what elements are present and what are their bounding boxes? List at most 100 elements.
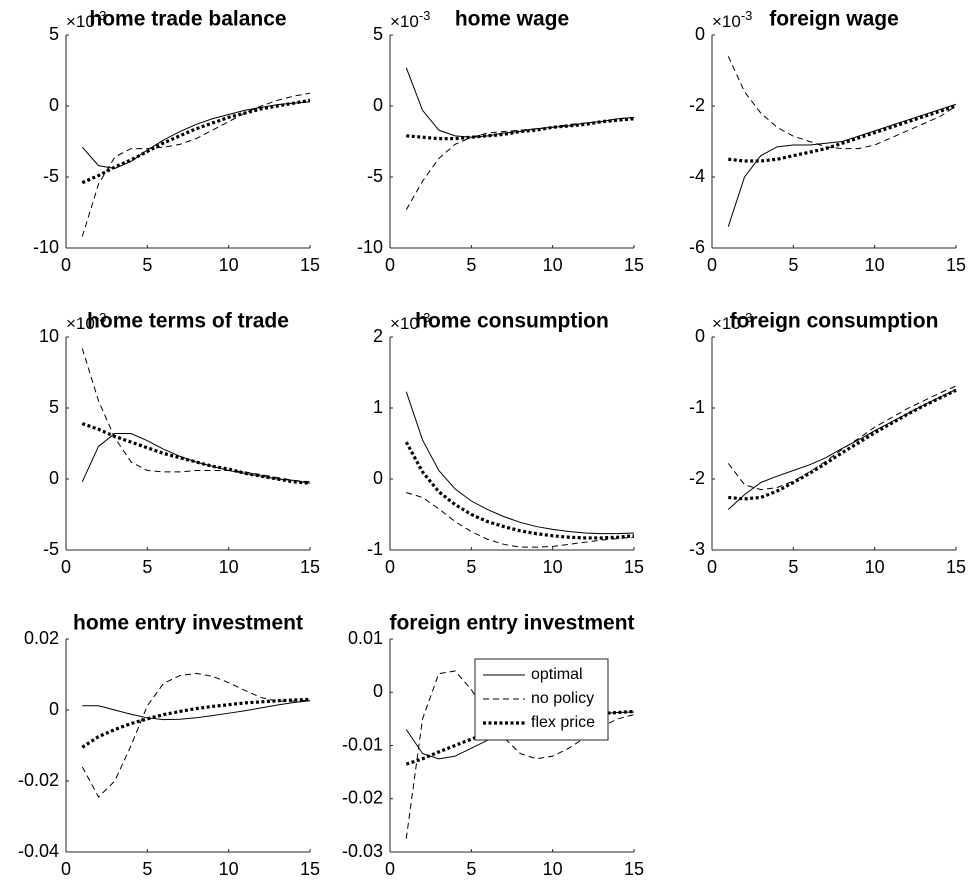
x-tick-label: 10: [865, 255, 885, 275]
x-tick-label: 5: [466, 557, 476, 577]
y-tick-label: -0.04: [18, 841, 59, 861]
x-tick-label: 15: [624, 859, 644, 879]
x-tick-label: 15: [624, 255, 644, 275]
y-tick-label: -0.01: [342, 734, 383, 754]
multiplier-exponent: -3: [419, 8, 431, 23]
x-tick-label: 5: [788, 557, 798, 577]
x-tick-label: 15: [624, 557, 644, 577]
y-tick-label: -2: [689, 468, 705, 488]
multiplier-base: ×10: [390, 314, 419, 333]
y-tick-label: -1: [367, 539, 383, 559]
y-tick-label: 0: [373, 95, 383, 115]
x-tick-label: 0: [61, 557, 71, 577]
series-line: [81, 422, 311, 485]
series-line: [727, 56, 957, 150]
series-line: [81, 101, 311, 169]
y-tick-label: 0: [373, 468, 383, 488]
y-tick-label: -10: [33, 237, 59, 257]
subplot-title: foreign wage: [769, 8, 899, 31]
y-tick-label: 0: [695, 24, 705, 44]
series-line: [727, 385, 957, 491]
multiplier-base: ×10: [712, 12, 741, 31]
y-tick-label: -6: [689, 237, 705, 257]
y-tick-label: -3: [689, 539, 705, 559]
axis-multiplier: ×10-3: [712, 8, 752, 31]
y-tick-label: 0: [695, 326, 705, 346]
y-tick-label: 0: [49, 699, 59, 719]
subplot-title: home terms of trade: [87, 310, 289, 333]
y-tick-label: -4: [689, 166, 705, 186]
x-tick-label: 10: [543, 255, 563, 275]
x-tick-label: 10: [865, 557, 885, 577]
subplot-title: foreign consumption: [730, 310, 939, 333]
x-tick-label: 5: [142, 557, 152, 577]
subplot: 0 5 10 15 -0.04 -0.02 0 0.02 home entry investme…: [18, 612, 320, 879]
y-tick-label: 0.02: [24, 628, 59, 648]
legend-label: flex price: [531, 714, 595, 731]
axis-multiplier: ×10-3: [390, 8, 430, 31]
subplot-title: home wage: [455, 8, 569, 31]
y-tick-label: -10: [357, 237, 383, 257]
multiplier-base: ×10: [66, 314, 95, 333]
series-line: [81, 672, 311, 798]
y-tick-label: -1: [689, 397, 705, 417]
series-line: [727, 389, 957, 510]
x-tick-label: 5: [466, 255, 476, 275]
y-tick-label: 0: [373, 681, 383, 701]
x-tick-label: 0: [385, 255, 395, 275]
y-tick-label: 5: [49, 397, 59, 417]
x-tick-label: 0: [385, 859, 395, 879]
subplot-title: foreign entry investment: [389, 612, 634, 635]
subplot-title: home entry investment: [73, 612, 303, 635]
series-line: [406, 117, 635, 141]
multiplier-base: ×10: [390, 12, 419, 31]
x-tick-label: 10: [543, 557, 563, 577]
legend-label: no policy: [531, 690, 594, 707]
multiplier-exponent: -3: [95, 8, 107, 23]
x-tick-label: 10: [219, 557, 239, 577]
subplot: 0 5 10 15 -0.03 -0.02 -0.01 0 0.01 foreign entry …: [342, 612, 644, 879]
series-line: [405, 391, 635, 535]
series-line: [81, 348, 311, 483]
x-tick-label: 10: [219, 255, 239, 275]
subplot: 0 5 10 15 -6 -4 -2 0 ×10-3 foreign wage: [689, 8, 966, 275]
x-tick-label: 0: [707, 255, 717, 275]
series-line: [81, 433, 311, 484]
x-tick-label: 15: [946, 255, 966, 275]
x-tick-label: 5: [788, 255, 798, 275]
y-tick-label: 5: [373, 24, 383, 44]
x-tick-label: 5: [142, 859, 152, 879]
series-line: [405, 709, 635, 766]
x-tick-label: 0: [385, 557, 395, 577]
x-tick-label: 0: [61, 859, 71, 879]
x-tick-label: 15: [946, 557, 966, 577]
y-tick-label: 10: [39, 326, 59, 346]
y-tick-label: 0.01: [348, 628, 383, 648]
y-tick-label: 0: [49, 95, 59, 115]
series-line: [405, 67, 635, 138]
multiplier-exponent: -3: [419, 310, 431, 325]
multiplier-exponent: -3: [741, 310, 753, 325]
subplot: 0 5 10 15 -10 -5 0 5 ×10-3 home wage: [357, 8, 644, 275]
subplot-title: home consumption: [415, 310, 609, 333]
series-line: [81, 98, 311, 185]
x-tick-label: 15: [300, 859, 320, 879]
series-line: [81, 92, 311, 237]
series-line: [404, 441, 635, 540]
y-tick-label: -0.02: [342, 788, 383, 808]
series-line: [727, 103, 957, 227]
series-line: [406, 492, 635, 548]
x-tick-label: 5: [142, 255, 152, 275]
y-tick-label: -5: [367, 166, 383, 186]
y-tick-label: 2: [373, 326, 383, 346]
axis-multiplier: ×10-3: [66, 310, 106, 333]
subplot-title: home trade balance: [89, 8, 286, 31]
x-tick-label: 15: [300, 557, 320, 577]
legend-label: optimal: [531, 666, 583, 683]
